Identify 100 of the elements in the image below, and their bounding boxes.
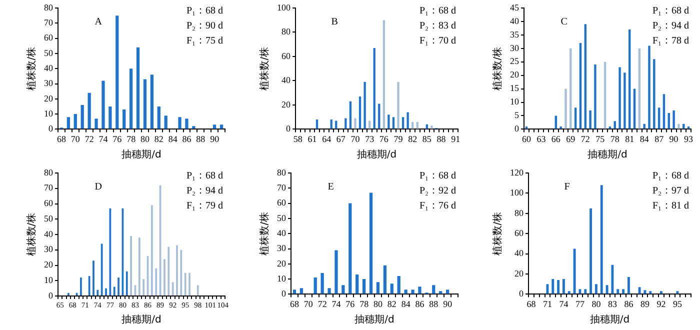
y-tick-label: 10	[44, 108, 54, 118]
y-tick-label: 20	[510, 70, 520, 80]
y-tick-label: 100	[277, 2, 291, 12]
y-tick-label: 60	[277, 198, 286, 208]
y-tick-label: 30	[510, 42, 520, 53]
y-tick-label: 40	[44, 62, 54, 73]
x-tick-label: 91	[451, 134, 460, 144]
bar	[335, 120, 338, 129]
annotation: P₂：94 d	[652, 20, 689, 32]
annotation: F₁：70 d	[419, 36, 456, 47]
bar	[122, 110, 126, 129]
bar	[185, 118, 188, 129]
x-tick-label: 72	[580, 134, 590, 144]
x-tick-label: 82	[154, 134, 164, 144]
bar	[143, 79, 147, 129]
x-tick-label: 84	[168, 134, 178, 144]
y-tick-label: 0	[48, 124, 54, 134]
y-tick-label: 60	[44, 198, 54, 208]
x-axis-title: 抽穗期/d	[356, 148, 397, 161]
x-tick-label: 70	[350, 134, 360, 144]
y-tick-label: 15	[510, 83, 520, 94]
x-tick-label: 74	[559, 298, 569, 309]
x-tick-label: 77	[575, 298, 585, 309]
x-tick-label: 85	[422, 134, 432, 144]
bar	[358, 96, 362, 129]
x-tick-label: 86	[182, 134, 192, 144]
bar	[342, 285, 345, 294]
bar	[402, 117, 404, 129]
x-tick-label: 86	[415, 298, 425, 309]
y-tick-label: 40	[510, 16, 520, 26]
bar	[94, 118, 98, 129]
bar	[649, 291, 652, 294]
bar	[660, 291, 662, 294]
bar	[633, 88, 636, 129]
bar	[390, 284, 394, 294]
bar	[404, 290, 408, 294]
y-tick-label: 10	[510, 96, 520, 107]
annotation: B	[331, 16, 338, 28]
bar	[658, 108, 660, 129]
bar	[648, 46, 650, 129]
y-tick-label: 80	[514, 208, 524, 218]
bar	[300, 288, 304, 294]
x-tick-label: 60	[522, 134, 532, 144]
x-tick-label: 68	[290, 298, 300, 309]
bar	[554, 116, 558, 129]
bar	[557, 280, 560, 294]
y-tick-label: 20	[44, 260, 54, 270]
y-axis-title: 植株数/株	[258, 212, 271, 256]
x-tick-label: 72	[318, 298, 327, 309]
x-axis-title: 抽穗期/d	[122, 314, 162, 326]
bar	[624, 72, 626, 129]
bar	[388, 114, 390, 129]
bar	[638, 287, 641, 294]
bar	[676, 291, 679, 294]
y-tick-label: 30	[44, 78, 54, 88]
annotation: F₁：75 d	[186, 36, 223, 47]
bar	[627, 277, 630, 294]
y-tick-label: 20	[277, 258, 286, 268]
bar	[628, 30, 631, 129]
bar	[382, 20, 385, 129]
x-tick-label: 76	[346, 298, 356, 309]
x-tick-label: 95	[672, 298, 682, 309]
x-tick-label: 68	[56, 134, 66, 144]
y-tick-label: 20	[282, 99, 291, 110]
x-tick-label: 80	[373, 298, 383, 309]
y-tick-label: 0	[48, 290, 54, 300]
bar	[378, 104, 380, 129]
annotation: P₁：68 d	[186, 170, 223, 182]
bar	[600, 185, 603, 294]
bar	[292, 290, 296, 294]
bar	[344, 118, 347, 129]
bar	[157, 106, 160, 129]
bar	[439, 291, 442, 294]
bar	[590, 208, 592, 294]
annotation: E	[328, 182, 334, 193]
bar	[546, 284, 549, 294]
x-tick-label: 80	[140, 134, 150, 144]
bar	[562, 279, 565, 294]
bar	[66, 117, 70, 129]
y-tick-label: 0	[282, 288, 286, 299]
bar	[584, 24, 586, 129]
x-tick-label: 84	[401, 298, 411, 309]
bar	[638, 48, 641, 129]
bar	[80, 104, 84, 129]
y-tick-label: 50	[277, 212, 286, 223]
y-tick-label: 60	[282, 50, 291, 61]
bar	[662, 94, 666, 129]
x-tick-label: 79	[394, 134, 404, 144]
y-tick-label: 0	[286, 124, 291, 134]
y-tick-label: 50	[44, 213, 54, 224]
annotation: P₁：68 d	[419, 6, 456, 17]
x-tick-label: 84	[640, 134, 650, 144]
x-tick-label: 76	[379, 134, 389, 144]
x-tick-label: 68	[526, 298, 536, 309]
x-tick-label: 70	[304, 298, 314, 309]
annotation: P₁：68 d	[652, 6, 689, 17]
bar	[348, 203, 352, 294]
bar	[584, 289, 587, 294]
x-tick-label: 70	[70, 134, 80, 144]
y-tick-label: 45	[510, 2, 520, 12]
